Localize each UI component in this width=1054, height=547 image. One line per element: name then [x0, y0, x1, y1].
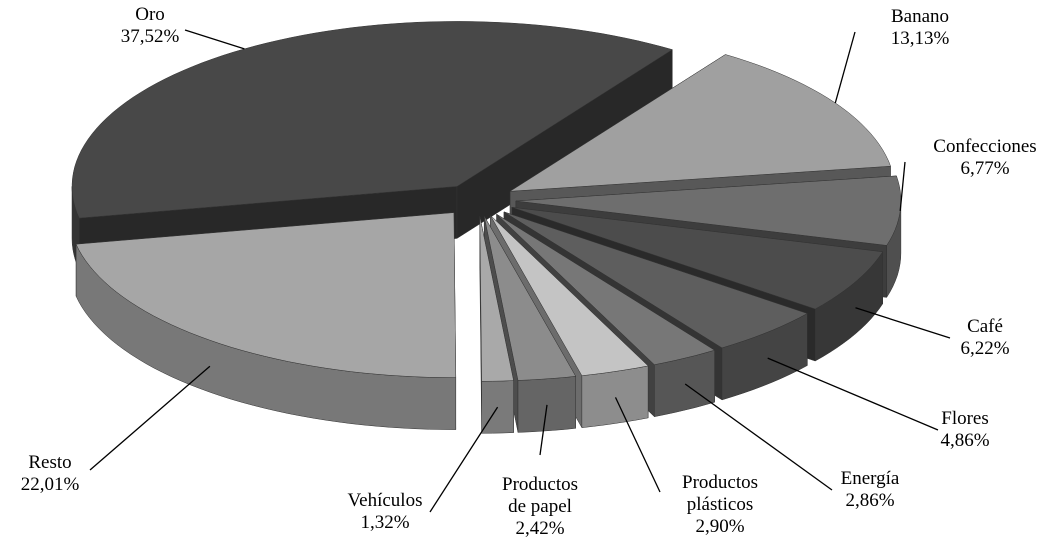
leader-line: [855, 307, 951, 339]
slice-top: [75, 212, 457, 378]
slice-side: [517, 376, 576, 433]
slice: [75, 212, 457, 430]
slice-top: [479, 216, 514, 382]
leader-line: [899, 161, 906, 211]
slice-label: Oro: [135, 4, 165, 25]
value-label: 6,22%: [960, 338, 1009, 359]
slice-label: Confecciones: [933, 136, 1036, 157]
slice-label: Productos de papel: [502, 474, 578, 517]
leader-line: [614, 397, 661, 493]
value-label: 37,52%: [121, 26, 180, 47]
slice-top: [511, 207, 884, 310]
value-label: 22,01%: [21, 474, 80, 495]
slice-label: Flores: [941, 408, 989, 429]
leader-line: [539, 404, 548, 456]
value-label: 13,13%: [891, 28, 950, 49]
value-label: 6,77%: [960, 158, 1009, 179]
slice-top: [490, 215, 649, 376]
leader-line: [89, 365, 211, 471]
slice-side: [581, 365, 649, 428]
value-label: 1,32%: [360, 512, 409, 533]
slice-label: Productos plásticos: [682, 472, 758, 515]
leader-line: [767, 357, 939, 431]
slice-top: [496, 213, 716, 365]
slice-label: Banano: [891, 6, 949, 27]
slice-top: [503, 211, 808, 349]
slice: [479, 216, 514, 434]
value-label: 2,42%: [515, 518, 564, 539]
slice-label: Vehículos: [348, 490, 423, 511]
value-label: 2,86%: [845, 490, 894, 511]
leader-line: [429, 406, 499, 513]
leader-line: [684, 383, 833, 491]
leader-line: [184, 29, 245, 50]
slice-label: Resto: [28, 452, 71, 473]
value-label: 2,90%: [695, 516, 744, 537]
slice-label: Energía: [841, 468, 900, 489]
value-label: 4,86%: [940, 430, 989, 451]
slice-top: [483, 215, 577, 381]
leader-line: [834, 31, 856, 104]
slice-label: Café: [967, 316, 1003, 337]
